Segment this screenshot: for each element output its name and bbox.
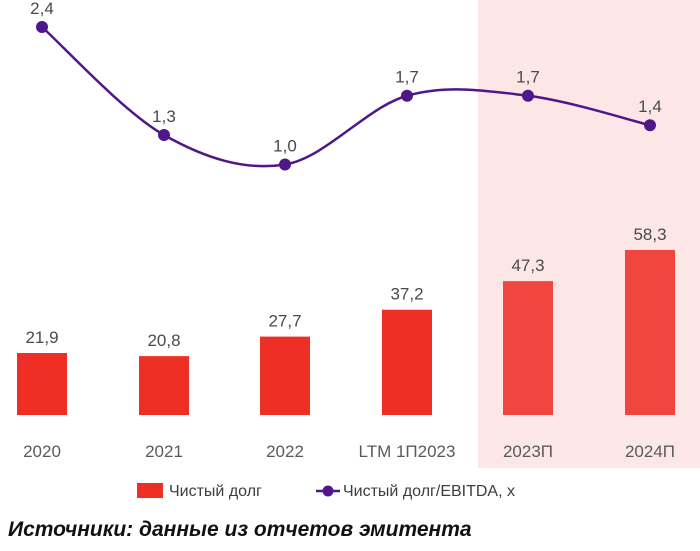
bar — [625, 250, 675, 415]
labels-layer: 21,9 20,8 27,7 37,2 47,3 58,3 2,4 1,3 1,0 1,7 1,7 1… — [25, 0, 666, 350]
bar — [382, 309, 432, 415]
x-axis: 2020 2021 2022 LTM 1П2023 2023П 2024П — [23, 442, 675, 461]
series-line — [41, 26, 651, 168]
x-tick-label: 2024П — [625, 442, 675, 461]
bar-value-label: 20,8 — [147, 331, 180, 350]
bar — [17, 353, 67, 415]
legend-swatch-bar — [137, 483, 163, 498]
x-tick-label: LTM 1П2023 — [359, 442, 456, 461]
x-tick-label: 2022 — [266, 442, 304, 461]
x-tick-label: 2021 — [145, 442, 183, 461]
x-tick-label: 2023П — [503, 442, 553, 461]
bar-value-label: 58,3 — [633, 225, 666, 244]
line-point — [644, 119, 656, 132]
bar-value-label: 37,2 — [390, 285, 423, 304]
line-value-label: 1,7 — [395, 68, 419, 87]
line-value-label: 1,3 — [152, 107, 176, 126]
line-value-label: 1,4 — [638, 97, 662, 116]
legend-item-net-debt-ebitda: Чистый долг/EBITDA, х — [316, 483, 515, 500]
line-point — [279, 158, 291, 171]
line-point — [522, 89, 534, 102]
legend-label-net-debt: Чистый долг — [169, 483, 262, 500]
line-value-label: 1,0 — [273, 136, 297, 155]
line-point — [158, 129, 170, 142]
line-point — [36, 21, 48, 33]
bars-layer — [17, 250, 675, 415]
bar — [139, 356, 189, 415]
bar — [503, 281, 553, 415]
bar-value-label: 27,7 — [268, 312, 301, 331]
legend-swatch-marker — [322, 485, 334, 497]
bar — [260, 336, 310, 415]
line-layer — [36, 21, 656, 171]
bar-value-label: 47,3 — [511, 256, 544, 275]
legend-item-net-debt: Чистый долг — [137, 483, 262, 500]
line-value-label: 1,7 — [516, 68, 540, 87]
line-value-label: 2,4 — [30, 0, 54, 18]
source-note: Источники: данные из отчетов эмитента — [8, 518, 472, 541]
bar-value-label: 21,9 — [25, 328, 58, 347]
legend: Чистый долг Чистый долг/EBITDA, х — [137, 483, 515, 500]
legend-label-net-debt-ebitda: Чистый долг/EBITDA, х — [343, 483, 515, 500]
x-tick-label: 2020 — [23, 442, 61, 461]
line-point — [401, 89, 413, 102]
